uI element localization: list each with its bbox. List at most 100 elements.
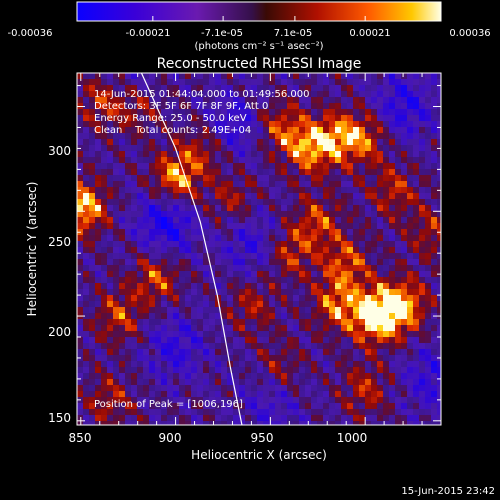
heatmap-cell <box>227 199 234 206</box>
heatmap-cell <box>365 169 372 176</box>
heatmap-cell <box>197 421 204 425</box>
heatmap-cell <box>365 73 372 80</box>
heatmap-cell <box>239 331 246 338</box>
heatmap-cell <box>161 175 168 182</box>
heatmap-cell <box>89 421 96 425</box>
heatmap-cell <box>263 145 270 152</box>
heatmap-cell <box>215 223 222 230</box>
heatmap-cell <box>251 235 258 242</box>
heatmap-cell <box>215 277 222 284</box>
heatmap-cell <box>167 355 174 362</box>
heatmap-cell <box>341 103 348 110</box>
heatmap-cell <box>359 379 366 386</box>
heatmap-cell <box>281 97 288 104</box>
heatmap-cell <box>161 355 168 362</box>
heatmap-cell <box>179 421 186 425</box>
heatmap-cell <box>287 205 294 212</box>
heatmap-cell <box>365 295 372 302</box>
heatmap-cell <box>311 73 318 80</box>
heatmap-cell <box>305 409 312 416</box>
heatmap-cell <box>131 109 138 116</box>
heatmap-cell <box>167 403 174 410</box>
heatmap-cell <box>137 397 144 404</box>
heatmap-cell <box>161 337 168 344</box>
heatmap-cell <box>275 73 282 80</box>
heatmap-cell <box>155 403 162 410</box>
heatmap-cell <box>407 253 414 260</box>
heatmap-cell <box>377 205 384 212</box>
heatmap-cell <box>179 217 186 224</box>
heatmap-cell <box>431 325 438 332</box>
heatmap-cell <box>347 139 354 146</box>
heatmap-cell <box>419 253 426 260</box>
heatmap-cell <box>113 367 120 374</box>
heatmap-cell <box>293 121 300 128</box>
heatmap-cell <box>437 259 441 266</box>
heatmap-cell <box>149 355 156 362</box>
heatmap-cell <box>77 151 84 158</box>
heatmap-cell <box>431 421 438 425</box>
heatmap-cell <box>245 85 252 92</box>
heatmap-cell <box>395 307 402 314</box>
heatmap-cell <box>269 79 276 86</box>
heatmap-cell <box>221 265 228 272</box>
heatmap-cell <box>83 415 90 422</box>
heatmap-cell <box>197 91 204 98</box>
heatmap-cell <box>431 283 438 290</box>
heatmap-cell <box>413 121 420 128</box>
heatmap-cell <box>245 289 252 296</box>
heatmap-cell <box>359 385 366 392</box>
heatmap-cell <box>197 349 204 356</box>
x-tick-label: 950 <box>251 431 274 445</box>
heatmap-cell <box>143 319 150 326</box>
heatmap-cell <box>413 391 420 398</box>
heatmap-cell <box>311 253 318 260</box>
heatmap-cell <box>281 331 288 338</box>
heatmap-cell <box>299 187 306 194</box>
heatmap-cell <box>245 241 252 248</box>
heatmap-cell <box>257 409 264 416</box>
heatmap-cell <box>377 247 384 254</box>
heatmap-cell <box>419 211 426 218</box>
heatmap-cell <box>83 223 90 230</box>
heatmap-cell <box>347 217 354 224</box>
heatmap-cell <box>329 331 336 338</box>
heatmap-cell <box>305 133 312 140</box>
heatmap-cell <box>251 247 258 254</box>
heatmap-cell <box>119 367 126 374</box>
heatmap-cell <box>431 115 438 122</box>
heatmap-cell <box>179 79 186 86</box>
heatmap-cell <box>329 217 336 224</box>
heatmap-cell <box>233 259 240 266</box>
heatmap-cell <box>341 409 348 416</box>
heatmap-cell <box>137 181 144 188</box>
heatmap-cell <box>431 85 438 92</box>
heatmap-cell <box>311 139 318 146</box>
heatmap-cell <box>221 397 228 404</box>
heatmap-cell <box>413 127 420 134</box>
heatmap-cell <box>407 367 414 374</box>
heatmap-cell <box>161 391 168 398</box>
heatmap-cell <box>299 223 306 230</box>
heatmap-cell <box>377 403 384 410</box>
heatmap-cell <box>191 121 198 128</box>
heatmap-cell <box>347 103 354 110</box>
heatmap-cell <box>215 409 222 416</box>
heatmap-cell <box>179 409 186 416</box>
heatmap-cell <box>347 73 354 80</box>
heatmap-cell <box>239 199 246 206</box>
heatmap-cell <box>293 349 300 356</box>
heatmap-cell <box>425 349 432 356</box>
heatmap-cell <box>413 397 420 404</box>
heatmap-cell <box>407 187 414 194</box>
heatmap-cell <box>245 145 252 152</box>
heatmap-cell <box>317 337 324 344</box>
heatmap-cell <box>407 337 414 344</box>
heatmap-cell <box>95 307 102 314</box>
heatmap-cell <box>365 97 372 104</box>
heatmap-cell <box>143 331 150 338</box>
heatmap-cell <box>197 265 204 272</box>
heatmap-cell <box>281 265 288 272</box>
heatmap-cell <box>359 115 366 122</box>
heatmap-cell <box>425 133 432 140</box>
